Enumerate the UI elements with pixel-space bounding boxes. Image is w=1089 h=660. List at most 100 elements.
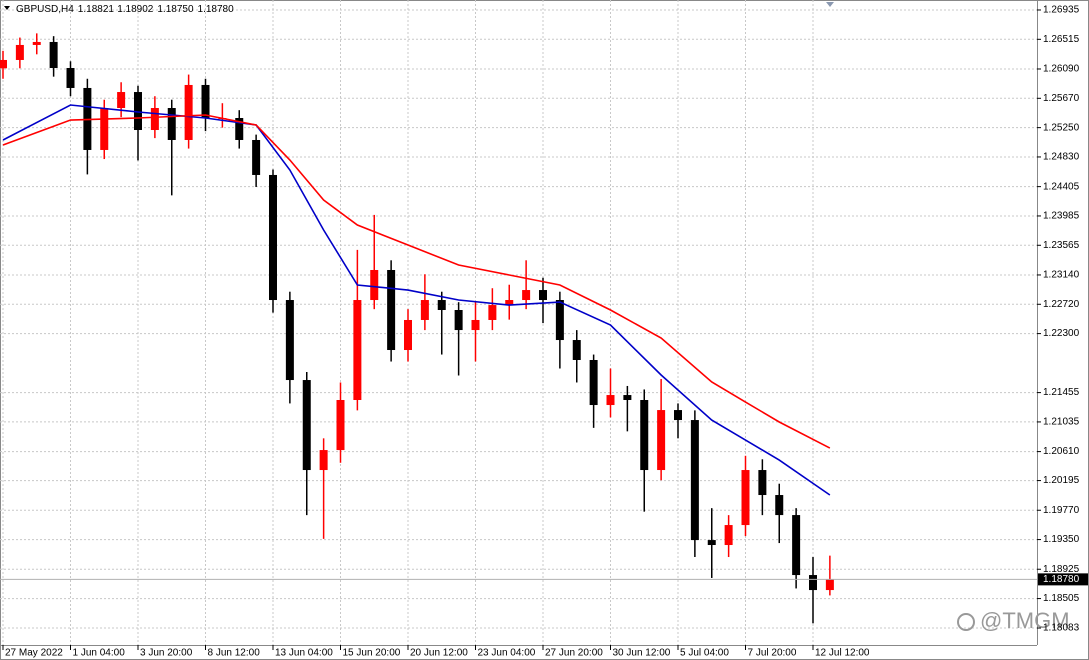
candle-body bbox=[49, 41, 58, 69]
candle-body bbox=[471, 319, 480, 331]
y-tick-label: 1.18505 bbox=[1043, 593, 1080, 604]
candle-body bbox=[775, 495, 784, 516]
candle-body bbox=[606, 395, 615, 406]
candle-body bbox=[420, 300, 429, 320]
x-tick-label: 15 Jun 20:00 bbox=[343, 648, 401, 659]
candle-body bbox=[0, 59, 7, 69]
y-tick-label: 1.26090 bbox=[1043, 64, 1080, 75]
candle-body bbox=[555, 300, 564, 341]
moving-average bbox=[2, 104, 831, 496]
y-tick-label: 1.25250 bbox=[1043, 122, 1080, 133]
candle-body bbox=[539, 290, 547, 301]
y-tick-label: 1.19770 bbox=[1043, 505, 1080, 516]
candle-body bbox=[741, 470, 750, 526]
last-price-label: 1.18780 bbox=[1043, 574, 1080, 585]
y-tick-label: 1.23140 bbox=[1043, 270, 1080, 281]
candle-body bbox=[488, 305, 497, 320]
candle-body bbox=[674, 410, 682, 421]
shift-marker bbox=[826, 2, 834, 7]
candle-body bbox=[32, 41, 41, 45]
header-open: 1.18821 bbox=[78, 4, 115, 15]
y-tick-label: 1.20195 bbox=[1043, 475, 1080, 486]
y-tick-label: 1.26935 bbox=[1043, 5, 1080, 16]
moving-average bbox=[2, 114, 831, 449]
candle-body bbox=[809, 575, 817, 591]
x-tick-label: 8 Jun 12:00 bbox=[208, 648, 261, 659]
header-low: 1.18750 bbox=[157, 4, 194, 15]
header-close: 1.18780 bbox=[198, 4, 235, 15]
y-tick-label: 1.22720 bbox=[1043, 299, 1080, 310]
candle-body bbox=[100, 108, 109, 150]
x-tick-label: 20 Jun 12:00 bbox=[410, 648, 468, 659]
watermark-logo bbox=[957, 613, 975, 631]
candle-body bbox=[572, 340, 581, 360]
candle-body bbox=[167, 108, 176, 140]
candle-body bbox=[404, 319, 412, 351]
candle-body bbox=[792, 515, 801, 576]
x-tick-label: 12 Jul 12:00 bbox=[815, 648, 870, 659]
candle-body bbox=[150, 108, 159, 131]
candle-body bbox=[370, 269, 379, 301]
candle-body bbox=[640, 400, 649, 471]
y-tick-label: 1.26515 bbox=[1043, 34, 1080, 45]
candle-body bbox=[707, 540, 716, 546]
candle-body bbox=[201, 84, 210, 118]
symbol: GBPUSD,H4 bbox=[16, 4, 74, 15]
candle-body bbox=[724, 525, 733, 546]
y-tick-label: 1.19350 bbox=[1043, 534, 1080, 545]
candle-body bbox=[825, 579, 834, 591]
y-tick-label: 1.23985 bbox=[1043, 211, 1080, 222]
y-tick-label: 1.21455 bbox=[1043, 387, 1080, 398]
y-tick-label: 1.24830 bbox=[1043, 152, 1080, 163]
candle-body bbox=[319, 450, 328, 471]
x-tick-label: 23 Jun 04:00 bbox=[478, 648, 536, 659]
header-high: 1.18902 bbox=[117, 4, 154, 15]
candle-body bbox=[589, 359, 598, 406]
y-tick-label: 1.21035 bbox=[1043, 417, 1080, 428]
candle-body bbox=[454, 310, 463, 331]
y-tick-label: 1.23565 bbox=[1043, 240, 1080, 251]
y-tick-label: 1.20610 bbox=[1043, 446, 1080, 457]
candle-body bbox=[184, 84, 193, 140]
watermark: @TMGM bbox=[980, 608, 1070, 633]
last-price-box bbox=[1038, 573, 1088, 586]
y-tick-label: 1.22300 bbox=[1043, 328, 1080, 339]
candle-body bbox=[269, 174, 277, 301]
candle-body bbox=[657, 410, 666, 471]
x-tick-label: 30 Jun 12:00 bbox=[613, 648, 671, 659]
y-tick-label: 1.18083 bbox=[1043, 623, 1080, 634]
candle-body bbox=[522, 290, 531, 301]
candle-body bbox=[505, 300, 514, 306]
x-tick-label: 13 Jun 04:00 bbox=[275, 648, 333, 659]
x-tick-label: 5 Jul 04:00 bbox=[680, 648, 729, 659]
x-tick-label: 3 Jun 20:00 bbox=[140, 648, 193, 659]
candle-body bbox=[353, 300, 362, 401]
candle-body bbox=[437, 300, 446, 311]
y-tick-label: 1.24405 bbox=[1043, 181, 1080, 192]
candle-body bbox=[302, 380, 311, 471]
y-tick-label: 1.18925 bbox=[1043, 564, 1080, 575]
candle-body bbox=[387, 269, 396, 351]
x-tick-label: 1 Jun 04:00 bbox=[73, 648, 126, 659]
candle-body bbox=[66, 68, 75, 88]
header-arrow bbox=[4, 6, 10, 10]
candle-body bbox=[117, 92, 126, 109]
chart-header: GBPUSD,H4 1.18821 1.18902 1.18750 1.18780 bbox=[16, 4, 234, 15]
x-tick-label: 7 Jul 20:00 bbox=[748, 648, 797, 659]
grid bbox=[0, 0, 1037, 645]
candle-body bbox=[336, 400, 345, 451]
x-tick-label: 27 Jun 20:00 bbox=[545, 648, 603, 659]
candle-body bbox=[690, 420, 699, 541]
y-tick-label: 1.25670 bbox=[1043, 93, 1080, 104]
candle-body bbox=[252, 139, 261, 175]
plot bbox=[0, 33, 834, 624]
candle-body bbox=[15, 44, 24, 60]
candle-body bbox=[758, 470, 767, 496]
candle-body bbox=[235, 117, 244, 140]
candle-body bbox=[134, 92, 142, 131]
candle-body bbox=[623, 395, 632, 401]
candle-body bbox=[285, 300, 294, 381]
x-tick-label: 27 May 2022 bbox=[5, 648, 63, 659]
